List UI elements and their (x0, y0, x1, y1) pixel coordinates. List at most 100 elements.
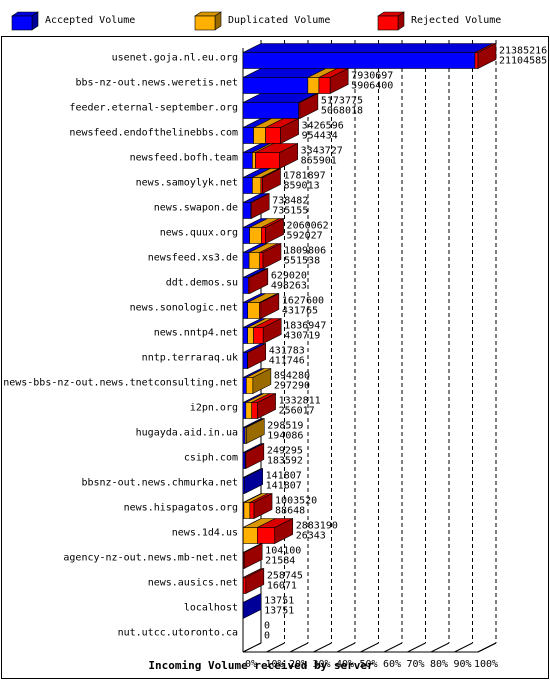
bar (252, 177, 262, 194)
bar (253, 127, 266, 144)
bar-side (260, 293, 280, 319)
category-label: nut.utcc.utoronto.ca (118, 628, 238, 639)
x-axis-title: Incoming Volume received by server (148, 659, 374, 672)
row-label: 2883190 (296, 521, 338, 532)
row-label: 431765 (282, 306, 318, 317)
row-label: 141807 (266, 471, 302, 482)
category-label: nntp.terraraq.uk (142, 353, 238, 364)
tick-mark (477, 642, 497, 653)
bar (474, 52, 479, 69)
row-label: 498263 (271, 281, 307, 292)
row-label: 5173775 (321, 96, 363, 107)
row-label: 2060062 (287, 221, 329, 232)
x-tick-label: 50% (359, 659, 377, 670)
row-label: 16071 (267, 581, 297, 592)
bar-side (242, 593, 262, 619)
tick-mark (289, 642, 309, 653)
row-label: 104100 (265, 546, 301, 557)
bar (249, 502, 255, 519)
category-label: news.samoylyk.net (136, 178, 238, 189)
row-label: 3343727 (301, 146, 343, 157)
x-tick-label: 0% (245, 659, 257, 670)
row-label: 249295 (267, 446, 303, 457)
bar-side (329, 68, 349, 94)
bar (242, 352, 248, 369)
tick-mark (266, 642, 285, 653)
row-label: 954434 (302, 131, 338, 142)
row-label: 1781897 (284, 171, 326, 182)
category-label: news.swapon.de (154, 203, 238, 214)
row-label: 256017 (279, 406, 315, 417)
bar (247, 327, 254, 344)
bar-side (262, 168, 281, 194)
bar (249, 227, 262, 244)
x-tick-label: 20% (289, 659, 307, 670)
category-label: bbs-nz-out.news.weretis.net (75, 78, 238, 89)
bar (252, 152, 256, 169)
bar (251, 402, 258, 419)
tick-mark (454, 642, 473, 653)
category-label: news.nntp4.net (154, 328, 238, 339)
bar (242, 577, 247, 594)
bar (242, 127, 254, 144)
row-label: 1332811 (279, 396, 321, 407)
bar-side (257, 393, 276, 419)
row-label: 21584 (265, 556, 295, 567)
row-label: 0 (264, 621, 270, 632)
legend-swatch (194, 15, 216, 31)
frame (1, 36, 549, 679)
row-label: 735155 (272, 206, 308, 217)
category-label: news.1d4.us (172, 528, 238, 539)
bar (242, 227, 250, 244)
bar (242, 377, 247, 394)
tick-mark (242, 642, 262, 653)
row-label: 629020 (271, 271, 307, 282)
x-tick-label: 60% (383, 659, 401, 670)
x-tick-label: 70% (406, 659, 424, 670)
bar-side (243, 543, 263, 569)
x-tick-label: 10% (265, 659, 283, 670)
category-label: i2pn.org (190, 403, 238, 414)
bar (242, 527, 258, 544)
row-label: 1809806 (284, 246, 326, 257)
x-tick-label: 40% (336, 659, 354, 670)
bar (248, 252, 260, 269)
category-label: newsfeed.endofthelinebbs.com (69, 128, 238, 139)
bar (242, 277, 249, 294)
bar-side (244, 468, 263, 494)
bar (257, 527, 276, 544)
tick-mark (313, 642, 332, 653)
bar-side (252, 368, 272, 394)
row-label: 13751 (264, 596, 294, 607)
row-label: 738482 (272, 196, 308, 207)
x-tick-label: 100% (474, 659, 498, 670)
row-label: 88648 (275, 506, 305, 517)
legend-label: Rejected Volume (411, 15, 501, 26)
category-label: news.ausics.net (148, 578, 238, 589)
row-label: 5906400 (351, 81, 393, 92)
row-label: 26343 (296, 531, 326, 542)
bar (307, 77, 320, 94)
bar (242, 102, 299, 119)
bar-side (250, 193, 270, 219)
bar (242, 327, 248, 344)
row-label: 5068018 (321, 106, 363, 117)
bar-side (265, 218, 284, 244)
legend-label: Duplicated Volume (228, 15, 330, 26)
row-label: 1003520 (275, 496, 317, 507)
row-label: 894280 (274, 371, 310, 382)
row-label: 430719 (284, 331, 320, 342)
row-label: 298519 (267, 421, 303, 432)
bar (255, 152, 280, 169)
bar (242, 52, 476, 69)
category-label: news.hispagatos.org (124, 503, 238, 514)
category-label: localhost (184, 603, 238, 614)
row-label: 183592 (267, 456, 303, 467)
row-label: 859013 (284, 181, 320, 192)
bar-side (477, 43, 497, 69)
x-tick-label: 90% (453, 659, 471, 670)
bar (242, 152, 253, 169)
bar-side (262, 318, 282, 344)
bar-side (280, 118, 299, 144)
